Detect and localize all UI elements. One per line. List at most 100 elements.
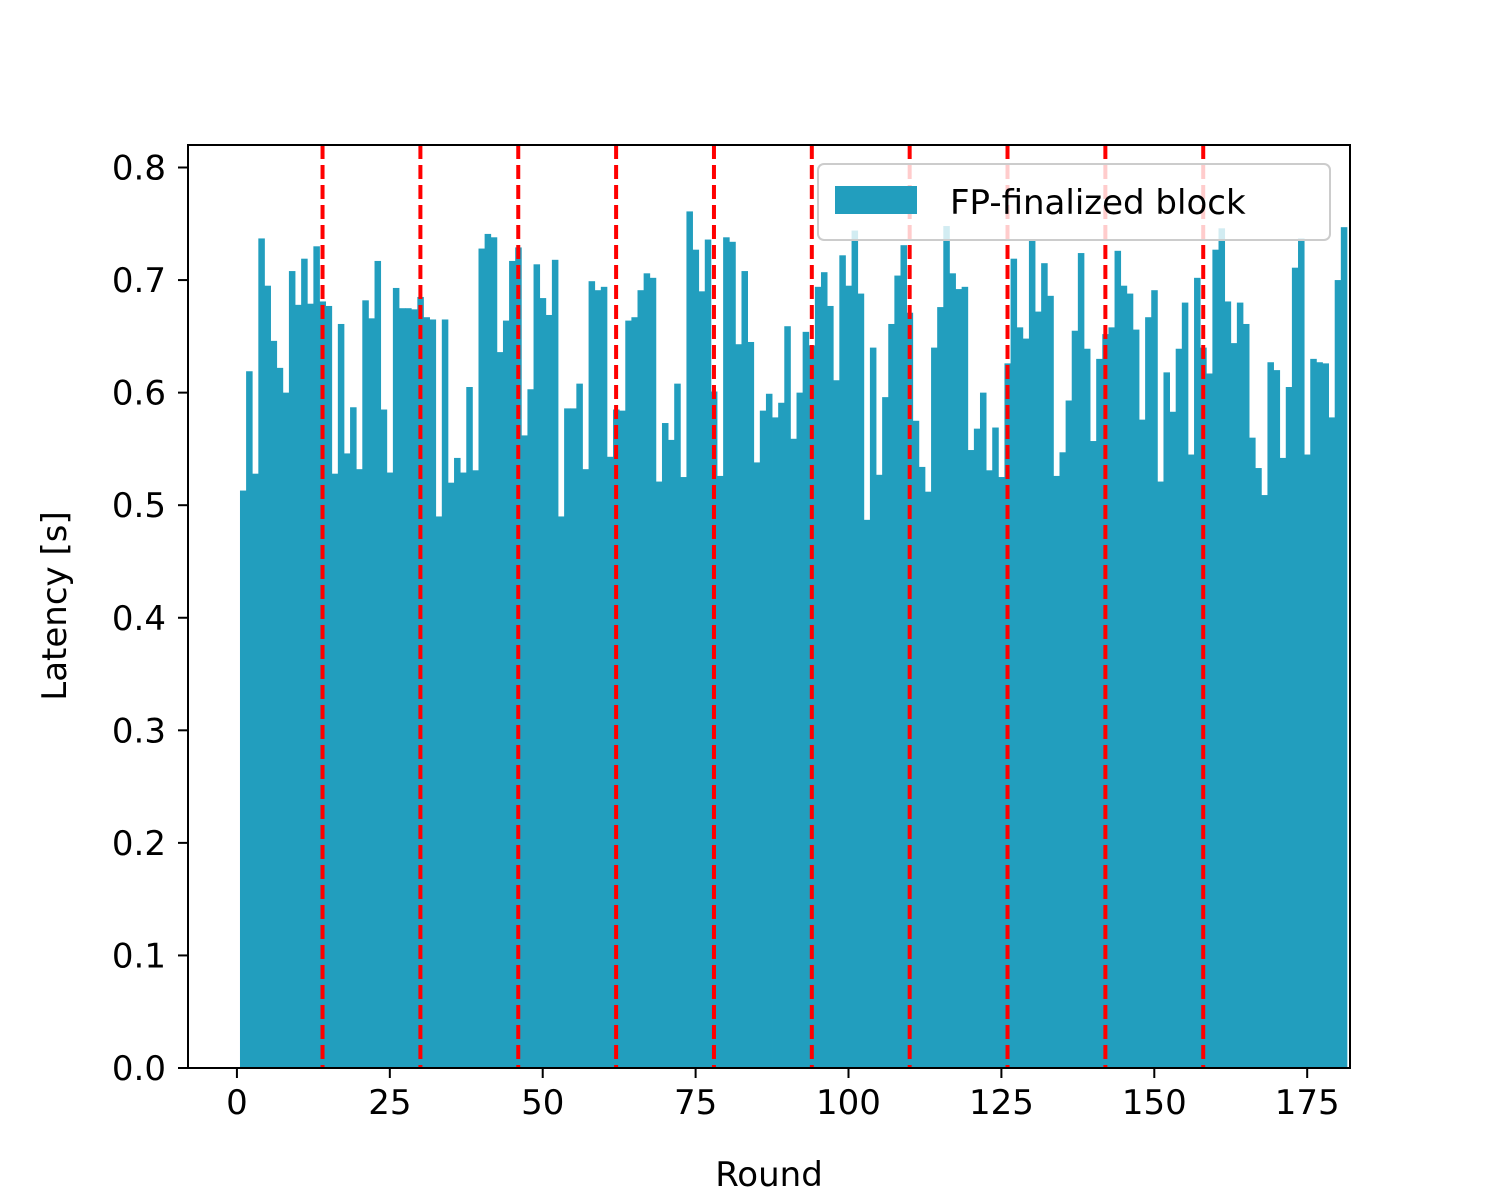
- bar: [337, 323, 345, 1069]
- bar: [509, 260, 516, 1068]
- bar: [772, 417, 779, 1068]
- bar: [1035, 311, 1042, 1069]
- bar: [845, 285, 852, 1068]
- bar: [680, 477, 687, 1068]
- y-tick-label: 0.5: [112, 486, 166, 526]
- bar: [558, 516, 565, 1068]
- bar: [765, 393, 773, 1068]
- x-axis-label: Round: [715, 1155, 823, 1195]
- bar: [1340, 227, 1348, 1069]
- bar: [484, 233, 492, 1069]
- bar: [1334, 280, 1342, 1068]
- bar: [447, 482, 455, 1068]
- y-tick-label: 0.0: [112, 1049, 166, 1089]
- bar: [539, 298, 547, 1069]
- bar: [246, 371, 253, 1068]
- bar: [325, 305, 333, 1069]
- legend-box: [817, 163, 1331, 241]
- bar: [1194, 277, 1201, 1068]
- bar: [521, 435, 528, 1068]
- bar: [882, 397, 889, 1068]
- bar: [356, 469, 363, 1068]
- bar: [295, 304, 302, 1069]
- bar: [778, 402, 785, 1068]
- x-axis-ticks: 0 25 50 75 100 125 150 175: [226, 1068, 1340, 1123]
- bar: [307, 303, 314, 1069]
- bar: [460, 472, 467, 1068]
- bar: [717, 475, 724, 1068]
- bar: [368, 318, 375, 1069]
- x-tick-label: 0: [226, 1083, 248, 1123]
- bar: [625, 320, 632, 1069]
- bar: [319, 301, 327, 1069]
- x-tick-label: 25: [368, 1083, 411, 1123]
- bar: [851, 230, 859, 1069]
- bar: [398, 308, 406, 1069]
- bar: [1157, 481, 1164, 1068]
- bar: [1096, 358, 1103, 1068]
- bar: [600, 286, 608, 1069]
- bar: [588, 281, 596, 1068]
- bar: [380, 409, 388, 1068]
- bar: [1083, 348, 1091, 1068]
- bar: [876, 474, 883, 1068]
- y-tick-label: 0.8: [112, 149, 166, 189]
- bar: [570, 408, 577, 1068]
- bar: [692, 249, 700, 1068]
- bar: [753, 462, 761, 1068]
- bar: [649, 277, 657, 1068]
- x-tick-label: 75: [674, 1083, 717, 1123]
- bar: [643, 273, 651, 1068]
- bar: [472, 470, 479, 1068]
- bar: [979, 392, 987, 1068]
- bar: [1053, 475, 1060, 1068]
- bar: [1016, 327, 1024, 1069]
- bar: [429, 319, 437, 1069]
- bar: [1261, 495, 1268, 1068]
- bar: [435, 516, 443, 1068]
- bar: [655, 481, 663, 1068]
- bar: [1022, 338, 1030, 1069]
- bar: [741, 271, 748, 1068]
- bar: [1145, 317, 1152, 1069]
- bar: [239, 490, 247, 1068]
- bar: [1175, 348, 1183, 1068]
- bar: [1041, 263, 1048, 1068]
- bar: [863, 519, 871, 1068]
- bar: [343, 453, 351, 1068]
- bar: [1218, 228, 1226, 1069]
- y-axis-ticks: 0.0 0.1 0.2 0.3 0.4 0.5 0.6 0.7 0.8: [112, 149, 188, 1089]
- bar: [1255, 468, 1262, 1068]
- bar: [1310, 358, 1317, 1068]
- bar: [606, 456, 614, 1068]
- bar: [888, 323, 895, 1069]
- bar: [955, 289, 963, 1069]
- bar: [1291, 267, 1299, 1068]
- bar: [288, 271, 296, 1068]
- y-tick-label: 0.4: [112, 599, 166, 639]
- bar: [937, 307, 944, 1069]
- bar: [1328, 417, 1336, 1068]
- legend: FP-finalized block: [817, 163, 1331, 241]
- bar: [973, 428, 981, 1068]
- bar: [1120, 285, 1128, 1068]
- bar: [790, 438, 797, 1068]
- y-tick-label: 0.3: [112, 711, 166, 751]
- bar: [967, 450, 975, 1068]
- bar: [637, 290, 645, 1068]
- x-tick-label: 50: [521, 1083, 564, 1123]
- bar: [301, 258, 308, 1068]
- bar: [594, 290, 602, 1068]
- bar: [362, 300, 369, 1069]
- x-tick-label: 175: [1275, 1083, 1340, 1123]
- bar: [1090, 441, 1097, 1068]
- bar: [827, 305, 834, 1069]
- bar: [533, 264, 541, 1068]
- bar: [386, 472, 394, 1068]
- bar: [1114, 250, 1122, 1068]
- bar: [1071, 330, 1079, 1069]
- bar: [1059, 452, 1067, 1068]
- bar: [276, 367, 284, 1068]
- bar: [1316, 362, 1323, 1068]
